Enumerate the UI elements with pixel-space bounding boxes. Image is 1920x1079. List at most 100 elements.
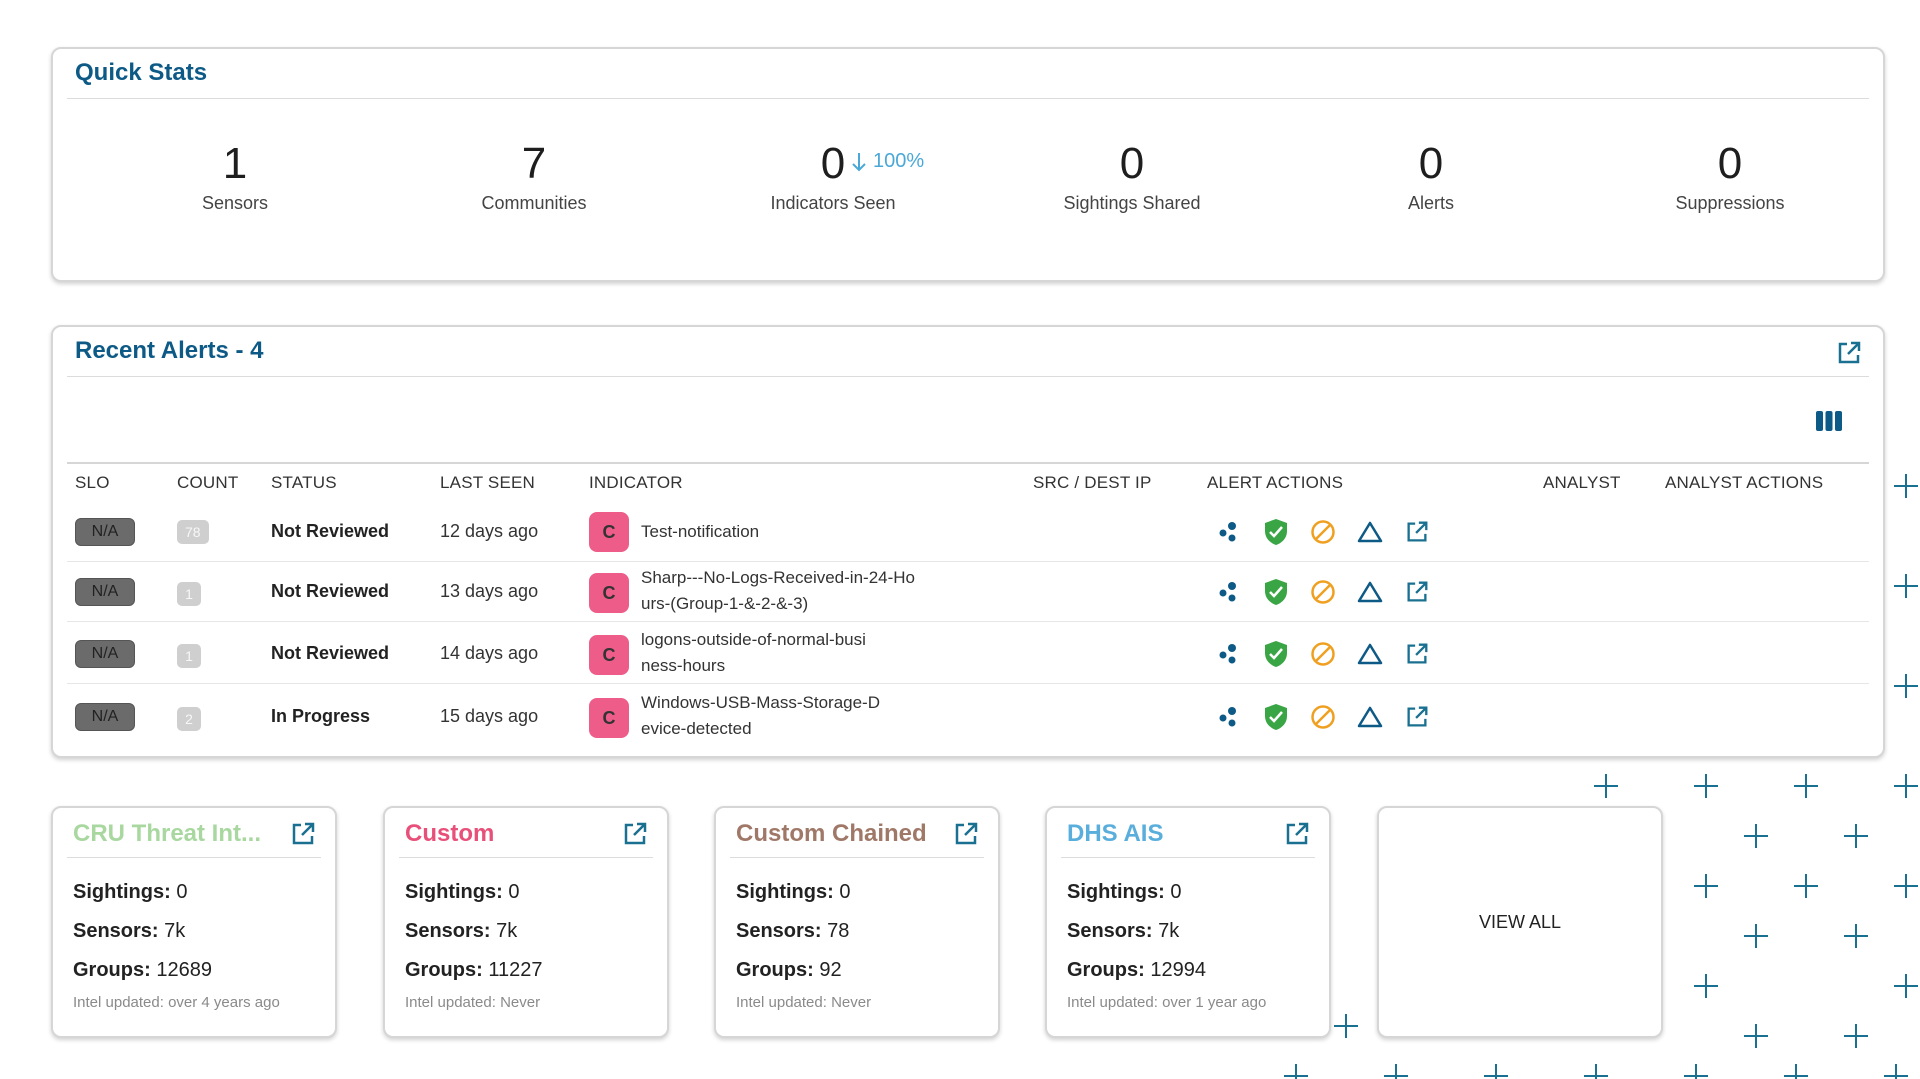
open-external-icon[interactable]	[621, 820, 649, 853]
open-external-icon[interactable]	[952, 820, 980, 853]
alert-actions	[1215, 640, 1431, 668]
stat-label: Communities	[481, 193, 587, 213]
sensors-value: 7k	[164, 920, 186, 942]
column-header-last-seen[interactable]: LAST SEEN	[440, 473, 536, 492]
plus-icon	[1744, 1024, 1768, 1048]
plus-icon	[1794, 774, 1818, 798]
suppress-icon[interactable]	[1309, 518, 1337, 546]
indicator-category-badge: C	[589, 573, 629, 613]
suppress-icon[interactable]	[1309, 640, 1337, 668]
table-row[interactable]: N/A 1 Not Reviewed 14 days ago C logons-…	[67, 624, 1869, 684]
community-title[interactable]: DHS AIS	[1067, 820, 1164, 847]
open-external-icon[interactable]	[1403, 640, 1431, 668]
sensors-line: Sensors: 7k	[405, 920, 517, 943]
column-header-count[interactable]: COUNT	[177, 473, 239, 492]
suppress-icon[interactable]	[1309, 703, 1337, 731]
column-header-analyst[interactable]: ANALYST	[1543, 473, 1621, 492]
column-header-slo[interactable]: SLO	[75, 473, 110, 492]
community-title[interactable]: CRU Threat Int...	[73, 820, 262, 847]
groups-line: Groups: 92	[736, 959, 842, 982]
slo-badge: N/A	[75, 578, 135, 606]
open-external-icon[interactable]	[289, 820, 317, 853]
view-all-communities-button[interactable]: VIEW ALL	[1377, 806, 1663, 1038]
mark-safe-shield-icon[interactable]	[1262, 703, 1290, 731]
table-row[interactable]: N/A 78 Not Reviewed 12 days ago C Test-n…	[67, 502, 1869, 562]
table-row[interactable]: N/A 2 In Progress 15 days ago C Windows-…	[67, 687, 1869, 749]
escalate-triangle-icon[interactable]	[1356, 640, 1384, 668]
sightings-line: Sightings: 0	[405, 881, 519, 904]
open-external-icon[interactable]	[1283, 820, 1311, 853]
stat-label: Indicators Seen	[770, 193, 896, 213]
community-card-cru-threat-intel[interactable]: CRU Threat Int... Sightings: 0 Sensors: …	[51, 806, 337, 1038]
groups-value: 12994	[1150, 959, 1206, 981]
open-external-icon[interactable]	[1835, 339, 1863, 372]
community-card-dhs-ais[interactable]: DHS AIS Sightings: 0 Sensors: 7k Groups:…	[1045, 806, 1331, 1038]
suppress-icon[interactable]	[1309, 578, 1337, 606]
column-header-status[interactable]: STATUS	[271, 473, 337, 492]
plus-icon	[1594, 774, 1618, 798]
groups-label: Groups:	[405, 959, 483, 981]
plus-icon	[1694, 774, 1718, 798]
quick-stats-title: Quick Stats	[75, 59, 208, 86]
alert-actions	[1215, 518, 1431, 546]
open-external-icon[interactable]	[1403, 578, 1431, 606]
table-row[interactable]: N/A 1 Not Reviewed 13 days ago C Sharp--…	[67, 562, 1869, 622]
plus-icon	[1844, 1024, 1868, 1048]
stat-indicators-seen: 0 Indicators Seen	[683, 139, 983, 214]
column-header-src-dest-ip[interactable]: SRC / DEST IP	[1033, 473, 1152, 492]
columns-toggle-icon[interactable]	[1815, 409, 1843, 438]
sightings-value: 0	[839, 881, 851, 903]
row-divider	[67, 561, 1869, 562]
count-badge: 2	[177, 707, 201, 731]
community-card-custom-chained[interactable]: Custom Chained Sightings: 0 Sensors: 78 …	[714, 806, 1000, 1038]
stat-suppressions: 0 Suppressions	[1580, 139, 1880, 214]
intel-updated-text: Intel updated: Never	[736, 994, 872, 1011]
sensors-label: Sensors:	[405, 920, 491, 942]
sightings-value: 0	[508, 881, 520, 903]
sensors-value: 7k	[1158, 920, 1180, 942]
mark-safe-shield-icon[interactable]	[1262, 640, 1290, 668]
groups-label: Groups:	[1067, 959, 1145, 981]
indicator-category-badge: C	[589, 635, 629, 675]
mark-safe-shield-icon[interactable]	[1262, 518, 1290, 546]
sightings-value: 0	[1170, 881, 1182, 903]
open-external-icon[interactable]	[1403, 518, 1431, 546]
indicators-trend: 100%	[851, 150, 924, 173]
indicator-link[interactable]: Sharp---No-Logs-Received-in-24-Hours-(Gr…	[641, 568, 915, 613]
plus-icon	[1694, 974, 1718, 998]
escalate-triangle-icon[interactable]	[1356, 703, 1384, 731]
open-external-icon[interactable]	[1403, 703, 1431, 731]
investigate-icon[interactable]	[1215, 518, 1243, 546]
sightings-line: Sightings: 0	[736, 881, 850, 904]
mark-safe-shield-icon[interactable]	[1262, 578, 1290, 606]
escalate-triangle-icon[interactable]	[1356, 578, 1384, 606]
sensors-value: 7k	[496, 920, 518, 942]
plus-icon	[1744, 924, 1768, 948]
community-title[interactable]: Custom	[405, 820, 495, 847]
community-card-custom[interactable]: Custom Sightings: 0 Sensors: 7k Groups: …	[383, 806, 669, 1038]
plus-icon	[1484, 1064, 1508, 1079]
stat-value: 0	[1418, 139, 1444, 188]
investigate-icon[interactable]	[1215, 578, 1243, 606]
indicator-link[interactable]: logons-outside-of-normal-business-hours	[641, 630, 866, 675]
recent-alerts-title: Recent Alerts - 4	[75, 337, 264, 364]
indicator-link[interactable]: Windows-USB-Mass-Storage-Device-detected	[641, 693, 880, 738]
slo-badge: N/A	[75, 518, 135, 546]
sensors-label: Sensors:	[73, 920, 159, 942]
community-title[interactable]: Custom Chained	[736, 820, 927, 847]
escalate-triangle-icon[interactable]	[1356, 518, 1384, 546]
sightings-label: Sightings:	[405, 881, 503, 903]
intel-updated-text: Intel updated: over 1 year ago	[1067, 994, 1267, 1011]
status-text: Not Reviewed	[271, 581, 390, 601]
sensors-label: Sensors:	[736, 920, 822, 942]
indicator-link[interactable]: Test-notification	[641, 522, 760, 541]
sensors-label: Sensors:	[1067, 920, 1153, 942]
row-divider	[67, 621, 1869, 622]
plus-icon	[1894, 474, 1918, 498]
investigate-icon[interactable]	[1215, 640, 1243, 668]
alert-actions	[1215, 578, 1431, 606]
column-header-indicator[interactable]: INDICATOR	[589, 473, 683, 492]
status-text: Not Reviewed	[271, 521, 390, 541]
investigate-icon[interactable]	[1215, 703, 1243, 731]
indicator-category-badge: C	[589, 698, 629, 738]
